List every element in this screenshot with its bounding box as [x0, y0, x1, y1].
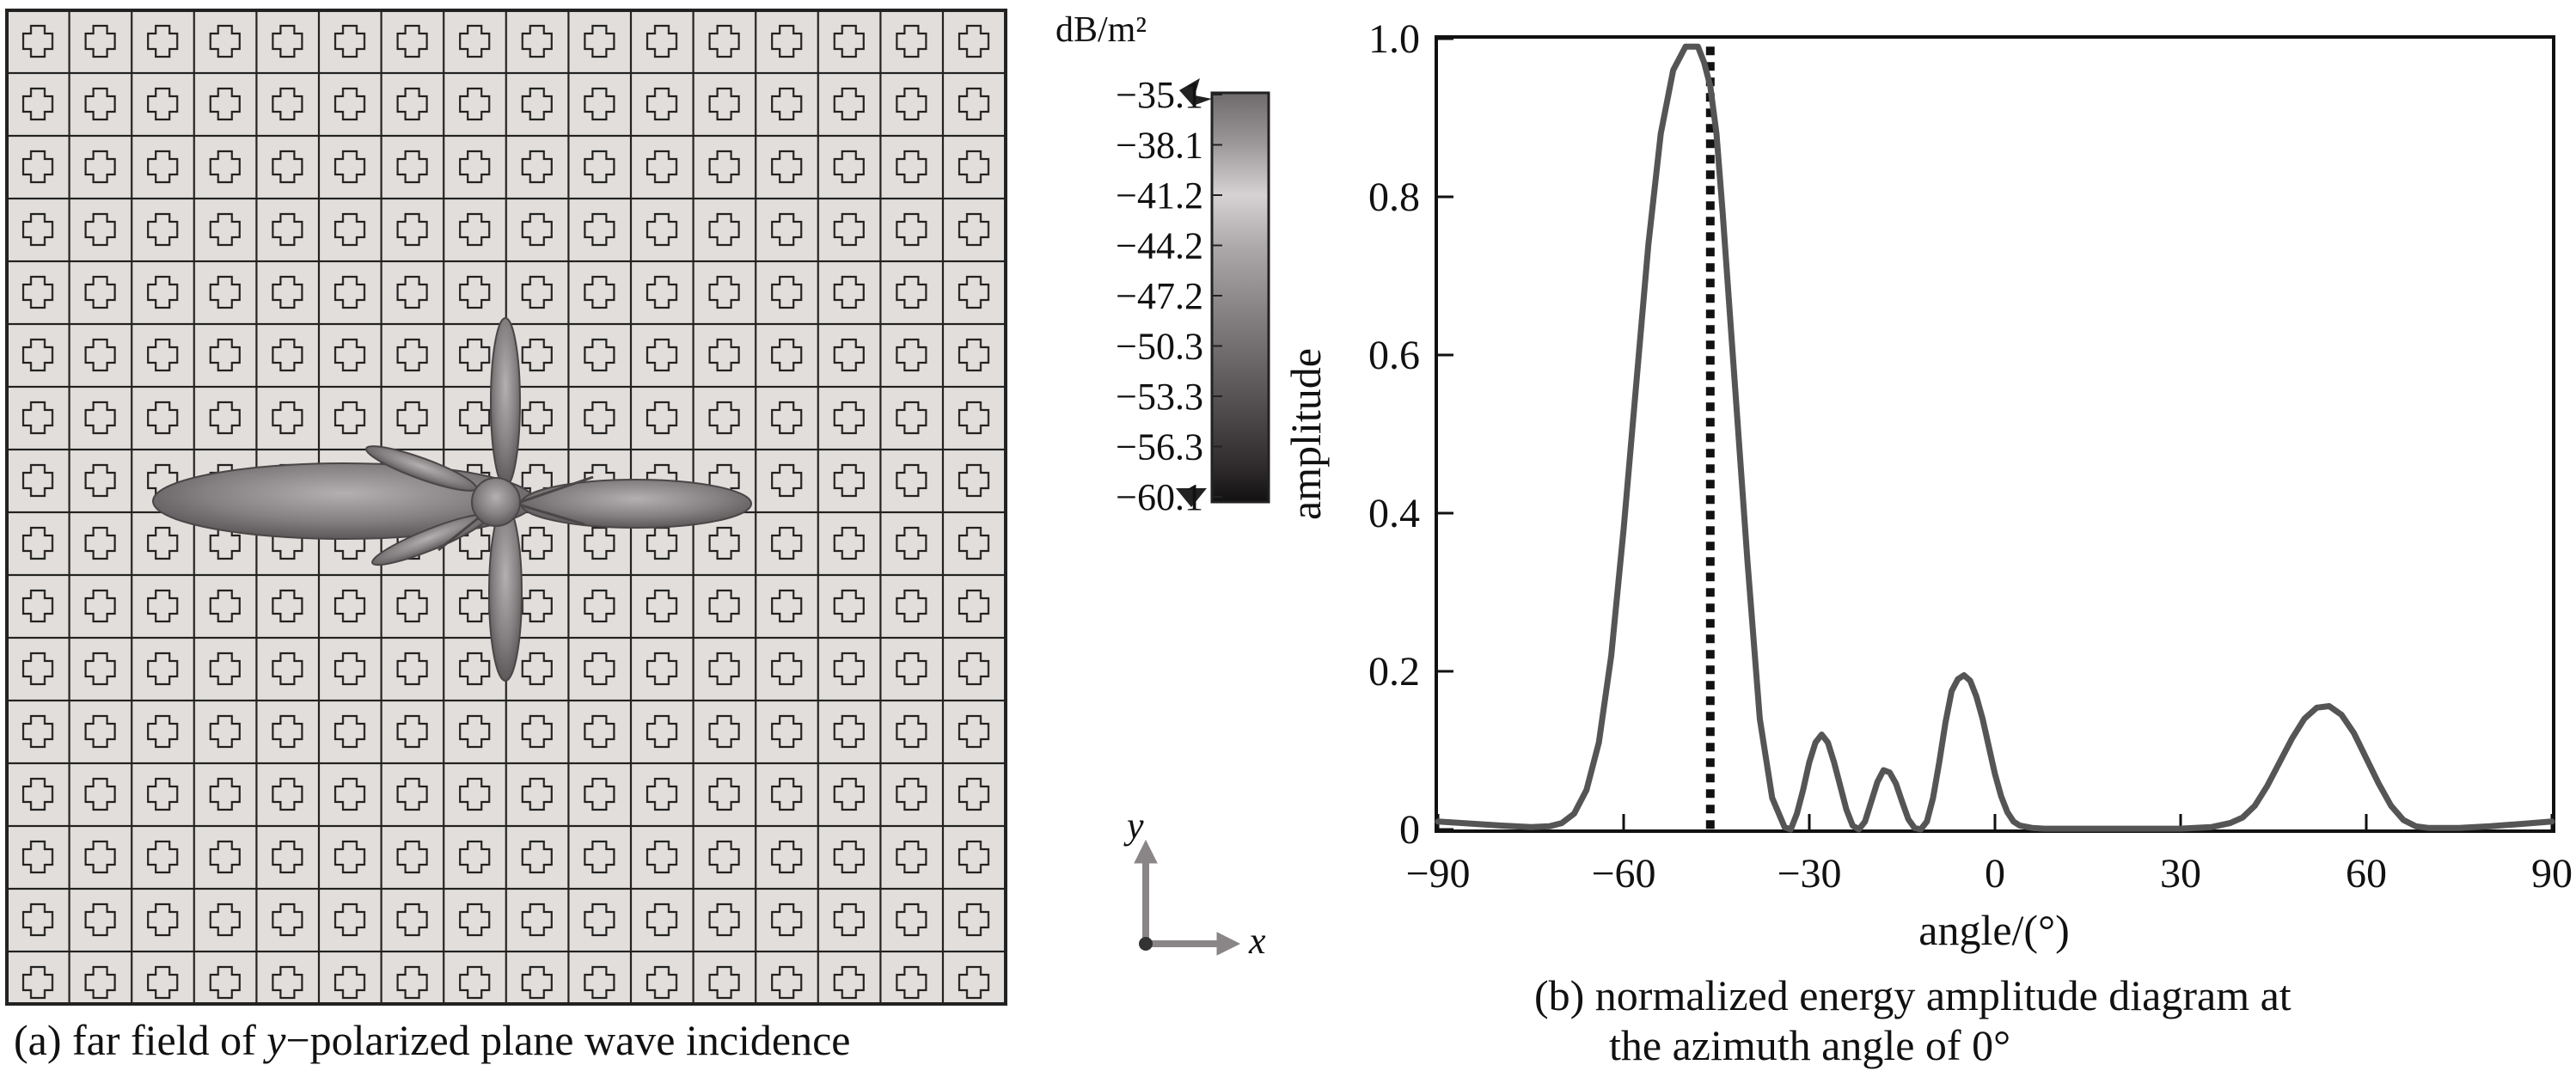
colorbar-top-marker — [1179, 78, 1212, 106]
colorbar-tick-label: −50.3 — [1116, 326, 1203, 368]
lobe-down — [488, 505, 523, 682]
amplitude-series-line — [1435, 43, 2555, 833]
caption-a-prefix: (a) far field of — [14, 1016, 267, 1064]
amplitude-chart: −90 −60 −30 0 30 60 90 0 0.2 0.4 0.6 0.8 1.0 angle/(… — [1282, 16, 2573, 954]
x-tick-label: −30 — [1777, 851, 1841, 896]
colorbar-tick-label: −47.2 — [1116, 275, 1203, 317]
y-tick-label: 0.6 — [1368, 333, 1420, 378]
plot-frame — [1435, 35, 2555, 833]
lobe-up — [490, 317, 521, 487]
y-tick-label: 0.8 — [1368, 174, 1420, 220]
far-field-pattern — [152, 317, 752, 682]
colorbar-tick-label: −60.1 — [1116, 476, 1203, 518]
axes-indicator — [1134, 839, 1241, 956]
axis-x-label: x — [1248, 920, 1266, 962]
colorbar-gradient — [1210, 91, 1270, 504]
colorbar-tick-label: −38.1 — [1116, 125, 1203, 167]
x-tick-label: 60 — [2346, 851, 2387, 896]
y-tick-label: 0.4 — [1368, 491, 1420, 536]
colorbar-tick-label: −35.1 — [1116, 74, 1203, 116]
x-tick-label: 30 — [2160, 851, 2201, 896]
x-tick-label: 90 — [2531, 851, 2573, 896]
colorbar-tick-label: −44.2 — [1116, 225, 1203, 267]
colorbar-tick-label: −56.3 — [1116, 426, 1203, 468]
lobe-right — [520, 479, 752, 529]
x-tick-label: −60 — [1591, 851, 1655, 896]
pattern-center — [471, 477, 521, 527]
x-tick-label: 0 — [1985, 851, 2005, 896]
x-tick-label: −90 — [1405, 851, 1470, 896]
colorbar-tick-label: −41.2 — [1116, 174, 1203, 217]
colorbar-unit: dB/m² — [1055, 10, 1147, 50]
colorbar-bottom-marker — [1176, 488, 1207, 507]
caption-b-line1: (b) normalized energy amplitude diagram … — [1534, 971, 2291, 1019]
y-tick-label: 0.2 — [1368, 649, 1420, 695]
y-tick-label: 0 — [1399, 807, 1420, 853]
caption-a-suffix: −polarized plane wave incidence — [285, 1016, 851, 1064]
caption-a: (a) far field of y−polarized plane wave … — [14, 1016, 851, 1064]
colorbar: dB/m² −35.1 −38.1 −41.2 −44.2 −47.2 −50.3 −53.… — [1055, 10, 1270, 518]
chart-xlabel: angle/(°) — [1918, 906, 2069, 954]
metasurface-row-variants — [7, 199, 1006, 261]
chart-ylabel: amplitude — [1282, 348, 1330, 520]
caption-a-italic: y — [266, 1016, 286, 1064]
colorbar-tick-label: −53.3 — [1116, 376, 1203, 418]
axis-y-label: y — [1123, 805, 1144, 847]
y-tick-label: 1.0 — [1368, 16, 1420, 62]
caption-b-line2: the azimuth angle of 0° — [1609, 1021, 2011, 1069]
